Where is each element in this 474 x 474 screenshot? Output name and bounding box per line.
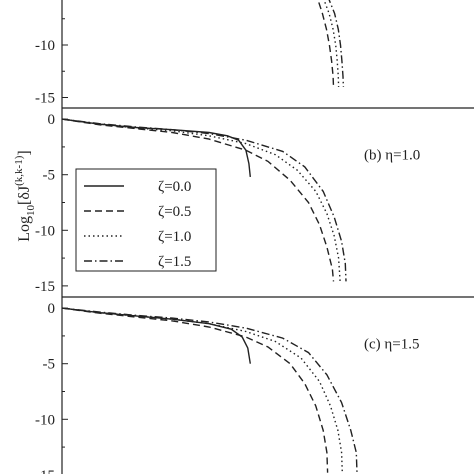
panel-2: 0 -5 -10 -15 (c) η=1.5 [35,296,474,474]
legend-entry-0: ζ=0.0 [158,179,191,195]
legend: ζ=0.0 ζ=0.5 ζ=1.0 ζ=1.5 [75,168,217,272]
panel-1-ytick-label-2: -10 [35,223,55,239]
panel-1-series-dotted [61,118,341,282]
panel-0-ytick-label-0: -10 [35,38,55,54]
panels-group: -10 -15 0 -5 -10 -15 (b) η=1.0 0 -5 -10 -15 (c) η=1… [35,0,474,474]
panel-1-ytick-label-3: -15 [35,279,55,295]
legend-box [75,168,217,272]
panel-0-series-dashdot [328,0,345,88]
legend-entry-1: ζ=0.5 [158,204,191,220]
ylabel-subscript: 10 [25,204,37,216]
panel-0-series-dashed [317,0,335,88]
panel-0-ytick-label-1: -15 [35,91,55,107]
ylabel-close: ] [16,150,33,155]
legend-entry-2: ζ=1.0 [158,229,191,245]
panel-1-series-dashdot [61,118,347,282]
panel-2-ytick-label-0: 0 [48,301,56,317]
panel-0-series-dotted [323,0,340,88]
panel-1-label: (b) η=1.0 [364,148,420,164]
panel-1-ytick-label-0: 0 [48,112,56,128]
panel-2-ytick-label-1: -5 [43,357,56,373]
panel-2-series-dashdot [61,307,358,473]
panel-1: 0 -5 -10 -15 (b) η=1.0 [35,107,474,297]
panel-1-series-solid [61,118,251,177]
panel-2-ytick-label-2: -10 [35,412,55,428]
ylabel-superscript: (k,k-1) [13,155,25,186]
panel-1-series-dashed [61,118,335,282]
y-axis-label: Log10[δJ(k,k-1)] [13,150,37,241]
panel-2-series-dotted [61,307,343,473]
svg-text:Log10[δJ(k,k-1)]: Log10[δJ(k,k-1)] [13,150,37,241]
legend-entry-3: ζ=1.5 [158,254,191,270]
panel-2-ytick-label-3: -15 [35,468,55,474]
ylabel-base: Log [16,216,33,242]
panel-2-label: (c) η=1.5 [364,337,419,353]
panel-0: -10 -15 [35,0,345,108]
panel-2-series-dashed [61,307,329,473]
ylabel-bracket: [δJ [16,186,33,205]
panel-1-ytick-label-1: -5 [43,168,56,184]
